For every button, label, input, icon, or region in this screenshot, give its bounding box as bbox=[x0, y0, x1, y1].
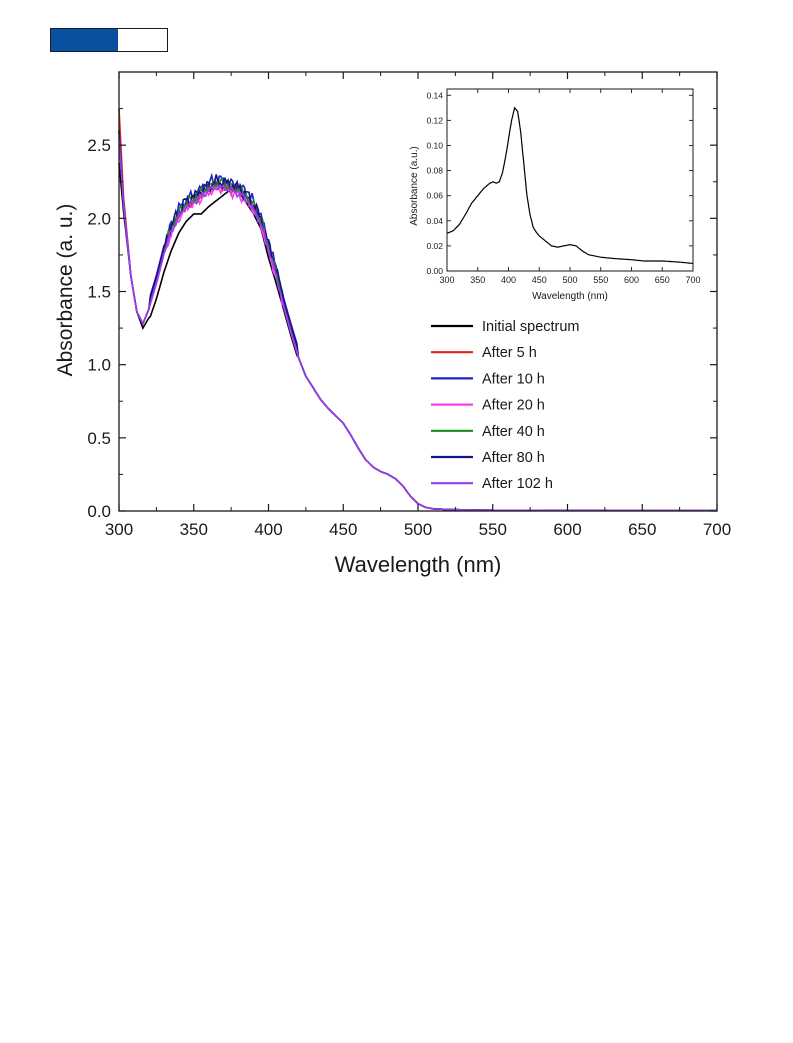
inset-y-tick-label: 0.08 bbox=[426, 166, 443, 176]
legend-entry-3: After 10 h bbox=[482, 371, 545, 387]
y-tick-label: 1.0 bbox=[87, 356, 111, 375]
x-tick-label: 700 bbox=[703, 520, 731, 539]
inset-x-tick-label: 650 bbox=[655, 275, 670, 285]
inset-y-tick-label: 0.04 bbox=[426, 216, 443, 226]
inset-frame bbox=[446, 88, 694, 272]
inset-y-tick-label: 0.12 bbox=[426, 115, 443, 125]
inset-y-tick-label: 0.06 bbox=[426, 191, 443, 201]
inset-x-tick-label: 500 bbox=[562, 275, 577, 285]
legend: Initial spectrum After 5 h After 10 h After… bbox=[431, 319, 580, 492]
y-tick-label: 1.5 bbox=[87, 283, 111, 302]
x-tick-label: 500 bbox=[404, 520, 432, 539]
y-axis-label: Absorbance (a. u.) bbox=[54, 204, 77, 377]
x-tick-label: 300 bbox=[105, 520, 133, 539]
x-tick-label: 650 bbox=[628, 520, 656, 539]
inset-x-tick-label: 350 bbox=[470, 275, 485, 285]
x-tick-label: 550 bbox=[479, 520, 507, 539]
x-tick-label: 600 bbox=[553, 520, 581, 539]
inset-x-tick-label: 600 bbox=[624, 275, 639, 285]
inset-x-axis-label: Wavelength (nm) bbox=[532, 291, 608, 302]
inset-y-axis-label: Absorbance (a.u.) bbox=[409, 146, 420, 226]
inset-x-tick-label: 400 bbox=[501, 275, 516, 285]
header-bar-fill bbox=[51, 29, 119, 51]
y-tick-label: 2.5 bbox=[87, 136, 111, 155]
legend-entry-1: Initial spectrum bbox=[482, 319, 580, 335]
inset-x-tick-label: 550 bbox=[593, 275, 608, 285]
inset-y-tick-label: 0.00 bbox=[426, 266, 443, 276]
x-tick-label: 450 bbox=[329, 520, 357, 539]
y-tick-label: 2.0 bbox=[87, 209, 111, 228]
inset-axes: 300 350 400 450 500 550 600 650 700 0.00 0.02 0.04 0… bbox=[426, 89, 701, 285]
inset-y-tick-label: 0.14 bbox=[426, 90, 443, 100]
inset-x-tick-label: 700 bbox=[685, 275, 700, 285]
legend-entry-6: After 80 h bbox=[482, 450, 545, 466]
legend-entry-4: After 20 h bbox=[482, 398, 545, 414]
y-tick-label: 0.5 bbox=[87, 429, 111, 448]
inset-x-tick-label: 300 bbox=[439, 275, 454, 285]
inset-y-tick-label: 0.10 bbox=[426, 140, 443, 150]
inset-x-tick-label: 450 bbox=[532, 275, 547, 285]
inset-plot bbox=[446, 88, 694, 272]
x-tick-label: 400 bbox=[254, 520, 282, 539]
inset-series-line bbox=[446, 106, 694, 265]
header-bar bbox=[50, 28, 168, 52]
main-axes: 300 350 400 450 500 550 600 650 700 0.0 0.5 1.0 1.5 2… bbox=[87, 71, 731, 539]
inset-y-tick-label: 0.02 bbox=[426, 241, 443, 251]
legend-entry-7: After 102 h bbox=[482, 476, 553, 492]
x-tick-label: 350 bbox=[180, 520, 208, 539]
y-tick-label: 0.0 bbox=[87, 502, 111, 521]
legend-entry-5: After 40 h bbox=[482, 424, 545, 440]
x-axis-label: Wavelength (nm) bbox=[335, 552, 502, 577]
legend-entry-2: After 5 h bbox=[482, 345, 537, 361]
